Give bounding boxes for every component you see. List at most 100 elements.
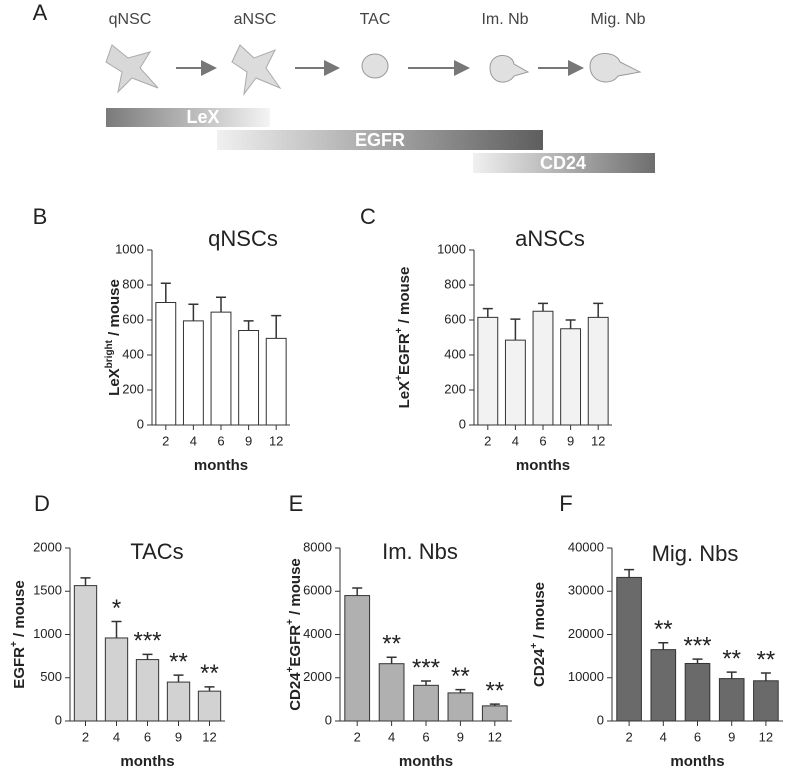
cell-tac	[361, 53, 389, 79]
x-tick-label: 2	[484, 433, 491, 448]
significance: ***	[412, 654, 440, 681]
y-axis-label: LeX+EGFR+ / mouse	[394, 267, 413, 409]
bar	[413, 684, 439, 722]
bar	[197, 690, 222, 722]
y-axis-label-part: / mouse	[531, 582, 548, 643]
bar	[481, 705, 508, 722]
x-tick-label: 9	[245, 433, 252, 448]
bar	[344, 595, 371, 722]
error-bar	[624, 568, 635, 578]
x-tick-label: 4	[388, 729, 395, 744]
panel-letter: B	[33, 204, 48, 229]
panel-letter: A	[33, 0, 48, 25]
significance: **	[382, 631, 401, 658]
x-tick-label: 2	[82, 729, 89, 744]
significance: ***	[133, 628, 161, 655]
x-tick-label: 12	[202, 729, 216, 744]
y-axis-label: CD24+ / mouse	[529, 582, 548, 687]
marker-label: CD24	[540, 153, 586, 173]
y-axis-label-part: +	[9, 641, 20, 647]
error-bar	[386, 656, 397, 664]
bar	[477, 316, 499, 426]
error-bar	[726, 671, 737, 679]
y-tick-label: 600	[122, 311, 144, 326]
bar	[587, 316, 609, 426]
bar	[650, 649, 677, 722]
x-tick-label: 4	[660, 729, 667, 744]
chart-panel: D TACs months EGFR+ / mouse 2 * 4 *** 6 ** 9 ** 12 0 5…	[9, 491, 225, 770]
cell-ansc	[231, 44, 282, 96]
x-axis-label: months	[120, 753, 174, 770]
error-bar	[658, 641, 669, 650]
y-tick-label: 0	[597, 712, 604, 727]
y-tick-label: 20000	[568, 626, 604, 641]
x-tick-label: 9	[567, 433, 574, 448]
y-axis-label-part: +	[394, 375, 405, 381]
x-tick-label: 6	[539, 433, 546, 448]
y-axis-label-part: +	[285, 666, 296, 672]
x-tick-label: 12	[488, 729, 502, 744]
bar	[684, 662, 711, 722]
y-axis-label-part: bright	[104, 339, 115, 368]
error-bar	[173, 674, 184, 683]
error-bar	[692, 658, 703, 664]
y-axis-label-part: LeX	[106, 368, 123, 396]
y-tick-label: 6000	[303, 583, 332, 598]
y-tick-label: 800	[122, 276, 144, 291]
chart-title: qNSCs	[208, 226, 278, 251]
x-tick-label: 12	[591, 433, 605, 448]
x-tick-label: 12	[759, 729, 773, 744]
y-axis-label: CD24+EGFR+ / mouse	[285, 558, 304, 711]
chart-title: Mig. Nbs	[652, 541, 739, 566]
y-tick-label: 0	[137, 416, 144, 431]
x-tick-label: 9	[457, 729, 464, 744]
y-axis-label-part: / mouse	[106, 279, 123, 340]
y-tick-label: 500	[40, 669, 62, 684]
significance: **	[722, 645, 741, 672]
error-bar	[510, 318, 521, 341]
error-bar	[204, 686, 215, 692]
x-tick-label: 6	[144, 729, 151, 744]
y-tick-label: 2000	[33, 539, 62, 554]
panel-letter: F	[559, 491, 572, 516]
y-axis-label: EGFR+ / mouse	[9, 580, 28, 688]
x-tick-label: 4	[512, 433, 519, 448]
marker-label: LeX	[186, 107, 219, 127]
y-axis-label-part: +	[529, 643, 540, 649]
marker-bar	[106, 108, 270, 127]
x-tick-label: 9	[175, 729, 182, 744]
chart-title: Im. Nbs	[382, 539, 458, 564]
x-axis-label: months	[399, 753, 453, 770]
significance: **	[485, 677, 504, 704]
y-axis-label-part: CD24	[287, 672, 304, 711]
chart-title: TACs	[130, 539, 183, 564]
y-tick-label: 1500	[33, 583, 62, 598]
cell-mig-nb	[589, 53, 642, 83]
y-tick-label: 200	[444, 381, 466, 396]
error-bar	[216, 296, 226, 313]
significance: **	[169, 648, 188, 675]
y-tick-label: 30000	[568, 583, 604, 598]
y-tick-label: 2000	[303, 669, 332, 684]
chart-title: aNSCs	[515, 226, 585, 251]
marker-bar	[473, 153, 655, 173]
panel-letter: E	[289, 491, 304, 516]
significance: **	[451, 663, 470, 690]
significance: **	[200, 660, 219, 687]
x-tick-label: 2	[354, 729, 361, 744]
y-tick-label: 8000	[303, 539, 332, 554]
bar	[718, 678, 745, 722]
bar	[447, 692, 474, 722]
error-bar	[243, 320, 254, 331]
bar	[166, 681, 191, 722]
y-tick-label: 1000	[437, 241, 466, 256]
bar	[182, 320, 204, 426]
y-axis-label: LeXbright / mouse	[104, 279, 123, 396]
y-tick-label: 0	[325, 712, 332, 727]
error-bar	[80, 577, 91, 586]
y-tick-label: 1000	[115, 241, 144, 256]
x-tick-label: 6	[694, 729, 701, 744]
